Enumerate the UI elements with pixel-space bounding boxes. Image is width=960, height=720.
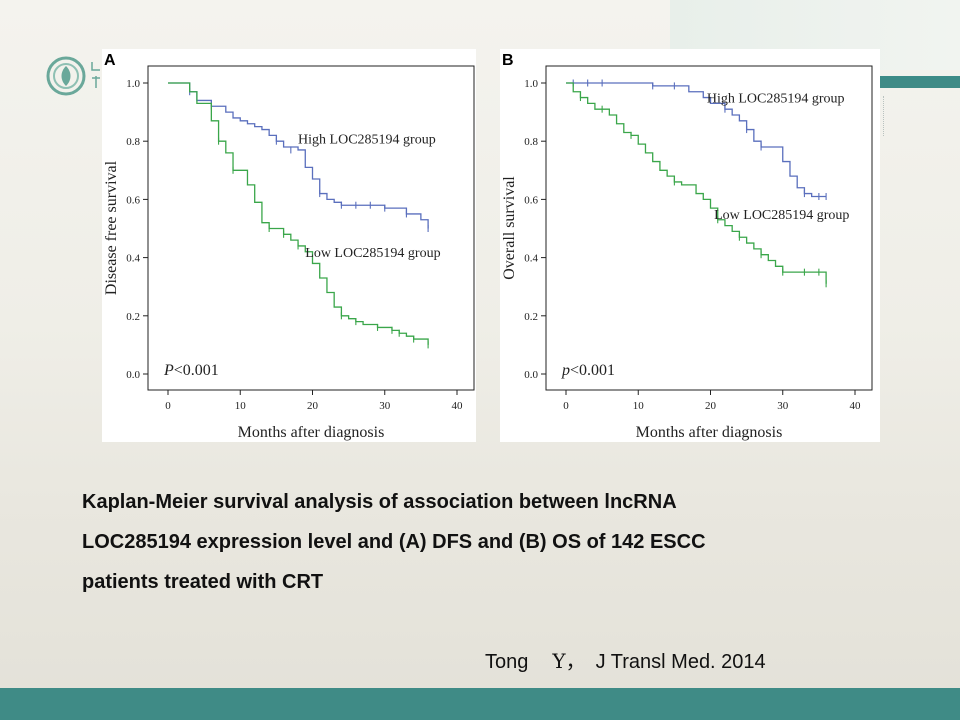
citation-journal: J Transl Med. 2014: [595, 651, 766, 673]
y-tick-label: 0.4: [126, 253, 140, 265]
series-label: High LOC285194 group: [707, 92, 845, 107]
x-tick-label: 30: [379, 400, 391, 412]
y-tick-label: 0.8: [524, 136, 538, 148]
dfs-chart: 0.0 0.2 0.4 0.6 0.8 1.0 0 10 20 30 40 Months after …: [103, 65, 475, 441]
y-tick-label: 0.2: [126, 311, 140, 323]
y-tick-label: 0.6: [126, 194, 140, 206]
series-label: High LOC285194 group: [298, 132, 436, 147]
y-tick-label: 0.0: [524, 369, 538, 381]
survival-curve: [566, 82, 827, 284]
chart-panel-a: 0.0 0.2 0.4 0.6 0.8 1.0 0 10 20 30 40 Months after …: [102, 49, 476, 442]
accent-bar: [880, 76, 960, 88]
x-tick-label: 0: [563, 400, 569, 412]
series-label: Low LOC285194 group: [714, 208, 849, 223]
citation: Tong Y， J Transl Med. 2014: [485, 645, 766, 674]
y-tick-label: 0.2: [524, 311, 538, 323]
y-tick-label: 0.6: [524, 194, 538, 206]
x-tick-label: 40: [452, 400, 464, 412]
x-tick-label: 0: [165, 400, 171, 412]
survival-curve: [168, 82, 429, 345]
chart-panel-b: 0.0 0.2 0.4 0.6 0.8 1.0 0 10 20 30 40 Months after …: [500, 49, 880, 442]
citation-author: Tong: [485, 651, 529, 673]
x-axis-label: Months after diagnosis: [238, 424, 385, 441]
y-tick-label: 1.0: [126, 78, 140, 90]
caption-line: Kaplan-Meier survival analysis of associ…: [82, 491, 677, 513]
footer-bar: [0, 688, 960, 720]
p-value-annotation: P<0.001: [163, 362, 219, 379]
survival-curve: [168, 82, 429, 229]
hospital-logo-icon: [46, 56, 86, 96]
logo-text-fragment: [90, 58, 102, 94]
plot-frame: [545, 65, 873, 391]
p-value-annotation: p<0.001: [561, 362, 615, 379]
x-axis-label: Months after diagnosis: [636, 424, 783, 441]
x-tick-label: 30: [777, 400, 789, 412]
y-axis-label: Overall survival: [501, 176, 518, 280]
plot-frame: [147, 65, 475, 391]
y-tick-label: 0.8: [126, 136, 140, 148]
x-tick-label: 20: [307, 400, 319, 412]
caption-line: patients treated with CRT: [82, 571, 324, 593]
y-tick-label: 1.0: [524, 78, 538, 90]
caption-line: LOC285194 expression level and (A) DFS a…: [82, 531, 706, 553]
x-tick-label: 40: [850, 400, 862, 412]
citation-initial: Y，: [552, 649, 586, 673]
x-tick-label: 20: [705, 400, 717, 412]
y-axis-label: Disease free survival: [103, 160, 120, 295]
x-tick-label: 10: [235, 400, 247, 412]
y-tick-label: 0.0: [126, 369, 140, 381]
panel-label-b: B: [502, 52, 514, 69]
y-tick-label: 0.4: [524, 253, 538, 265]
x-tick-label: 10: [633, 400, 645, 412]
os-chart: 0.0 0.2 0.4 0.6 0.8 1.0 0 10 20 30 40 Months after …: [501, 65, 873, 441]
figure-caption: Kaplan-Meier survival analysis of associ…: [82, 482, 882, 602]
panel-label-a: A: [104, 52, 116, 69]
survival-curve: [566, 82, 827, 198]
series-label: Low LOC285194 group: [305, 246, 440, 261]
